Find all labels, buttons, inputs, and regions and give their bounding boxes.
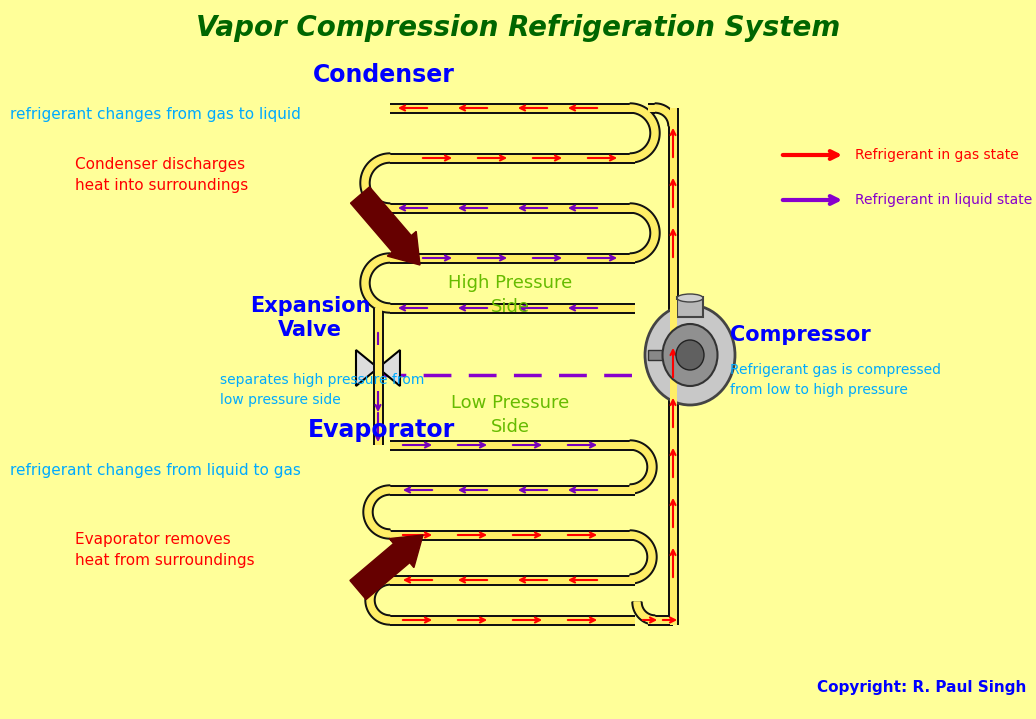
Bar [648, 103, 655, 114]
Polygon shape [630, 105, 658, 161]
Text: Low Pressure
Side: Low Pressure Side [451, 394, 569, 436]
Bar [390, 532, 635, 539]
Bar [390, 153, 635, 164]
Text: Condenser: Condenser [313, 63, 455, 87]
Polygon shape [356, 350, 378, 386]
Polygon shape [630, 532, 655, 582]
Polygon shape [365, 487, 390, 537]
Bar [390, 205, 635, 212]
Polygon shape [655, 105, 677, 126]
Bar [375, 345, 382, 391]
Ellipse shape [677, 340, 704, 370]
Text: refrigerant changes from liquid to gas: refrigerant changes from liquid to gas [10, 462, 300, 477]
Text: refrigerant changes from gas to liquid: refrigerant changes from gas to liquid [10, 108, 300, 122]
Polygon shape [630, 203, 660, 263]
Bar [390, 103, 635, 114]
Polygon shape [630, 205, 658, 261]
Polygon shape [632, 602, 655, 625]
Bar [390, 155, 635, 162]
Bar [375, 308, 382, 445]
FancyArrow shape [350, 535, 423, 600]
Polygon shape [365, 575, 390, 625]
Text: Refrigerant gas is compressed
from low to high pressure: Refrigerant gas is compressed from low t… [730, 363, 941, 397]
Polygon shape [630, 530, 657, 584]
Bar [648, 615, 673, 626]
Ellipse shape [645, 305, 735, 405]
Text: Copyright: R. Paul Singh: Copyright: R. Paul Singh [816, 680, 1026, 695]
Bar [390, 485, 635, 496]
Bar [390, 440, 635, 451]
Text: Refrigerant in gas state: Refrigerant in gas state [855, 148, 1018, 162]
Text: Refrigerant in liquid state: Refrigerant in liquid state [855, 193, 1032, 207]
Text: Compressor: Compressor [730, 325, 870, 345]
Polygon shape [359, 153, 390, 213]
Polygon shape [367, 577, 390, 623]
Text: Evaporator removes
heat from surroundings: Evaporator removes heat from surrounding… [75, 532, 255, 568]
Bar [648, 617, 673, 624]
Polygon shape [362, 255, 390, 311]
Text: Evaporator: Evaporator [308, 418, 455, 442]
Ellipse shape [677, 294, 703, 302]
Bar [648, 350, 671, 360]
Bar [373, 308, 384, 445]
Polygon shape [655, 103, 678, 126]
Bar [668, 300, 679, 410]
Polygon shape [630, 440, 657, 494]
Bar [390, 253, 635, 264]
Bar [390, 305, 635, 312]
Polygon shape [362, 155, 390, 211]
Bar [390, 575, 635, 586]
Bar [390, 203, 635, 214]
Bar [390, 105, 635, 112]
Bar [390, 617, 635, 624]
Bar [670, 300, 677, 410]
Bar [390, 530, 635, 541]
Bar [390, 487, 635, 494]
Text: Vapor Compression Refrigeration System: Vapor Compression Refrigeration System [196, 14, 840, 42]
Bar [677, 297, 703, 317]
Bar [373, 345, 384, 391]
Text: Condenser discharges
heat into surroundings: Condenser discharges heat into surroundi… [75, 157, 249, 193]
Text: Expansion
Valve: Expansion Valve [250, 296, 370, 340]
Text: High Pressure
Side: High Pressure Side [448, 274, 572, 316]
Bar [390, 615, 635, 626]
Polygon shape [630, 103, 660, 163]
Bar [390, 255, 635, 262]
Bar [390, 577, 635, 584]
Bar [668, 108, 679, 625]
Polygon shape [630, 442, 655, 492]
Bar [648, 105, 655, 112]
Polygon shape [363, 485, 390, 539]
Polygon shape [378, 350, 400, 386]
Text: separates high pressure from
low pressure side: separates high pressure from low pressur… [220, 373, 425, 407]
Bar [670, 108, 677, 625]
Bar [390, 442, 635, 449]
Bar [390, 303, 635, 314]
Polygon shape [359, 253, 390, 313]
Ellipse shape [662, 324, 718, 386]
FancyArrow shape [350, 187, 420, 265]
Polygon shape [634, 602, 655, 623]
